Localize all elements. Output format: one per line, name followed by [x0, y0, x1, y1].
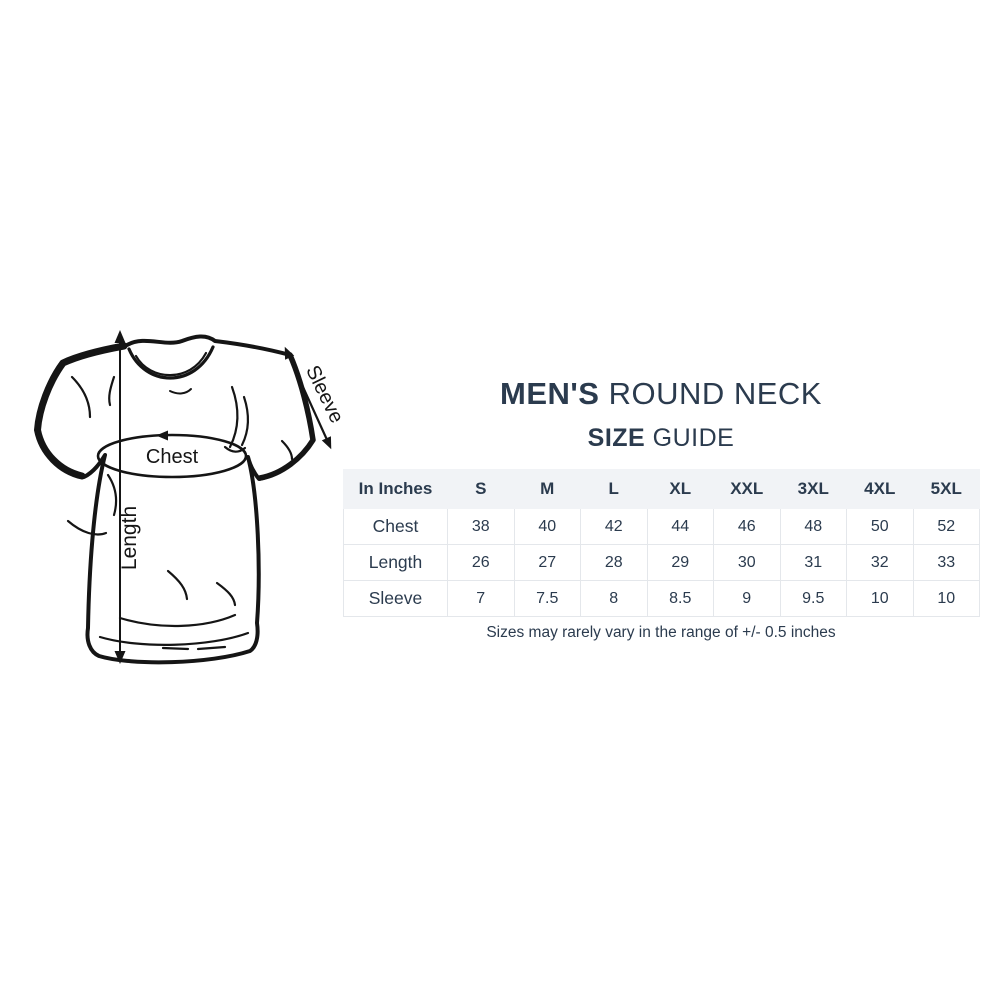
size-value-cell: 33	[912, 544, 980, 581]
size-column-header: 4XL	[846, 469, 914, 509]
table-header-row: In Inches S M L XL XXL 3XL 4XL 5XL	[343, 469, 980, 509]
page-title: MEN'S ROUND NECK	[343, 376, 979, 412]
size-value-cell: 7.5	[513, 580, 581, 617]
chest-ellipse	[96, 430, 248, 479]
tshirt-drawing: Length Chest Sleeve	[34, 330, 348, 665]
size-value-cell: 32	[846, 544, 914, 581]
size-column-header: 3XL	[779, 469, 847, 509]
length-arrow	[114, 330, 126, 664]
size-value-cell: 38	[447, 508, 515, 545]
unit-header-cell: In Inches	[343, 469, 448, 509]
table-row-length: Length 26 27 28 29 30 31 32 33	[343, 544, 980, 581]
size-value-cell: 46	[713, 508, 781, 545]
title-bold-part: MEN'S	[500, 376, 600, 411]
arrowhead-upper	[284, 346, 295, 360]
chest-label: Chest	[146, 446, 199, 468]
size-value-cell: 8	[580, 580, 648, 617]
tshirt-collar	[127, 345, 215, 395]
size-value-cell: 29	[646, 544, 714, 581]
measurement-row-label: Length	[343, 544, 448, 581]
table-row-sleeve: Sleeve 7 7.5 8 8.5 9 9.5 10 10	[343, 580, 980, 617]
size-value-cell: 31	[779, 544, 847, 581]
size-value-cell: 42	[580, 508, 648, 545]
subtitle-regular-part: GUIDE	[652, 424, 735, 452]
size-variance-note: Sizes may rarely vary in the range of +/…	[486, 624, 836, 641]
length-label: Length	[118, 506, 141, 570]
sleeve-arrow	[284, 346, 332, 450]
size-value-cell: 8.5	[646, 580, 714, 617]
table-row-chest: Chest 38 40 42 44 46 48 50 52	[343, 508, 980, 545]
size-value-cell: 48	[779, 508, 847, 545]
size-value-cell: 26	[447, 544, 515, 581]
arrowhead-up	[114, 330, 126, 343]
size-value-cell: 10	[912, 580, 980, 617]
size-value-cell: 9.5	[779, 580, 847, 617]
size-value-cell: 44	[646, 508, 714, 545]
size-value-cell: 27	[513, 544, 581, 581]
subtitle-bold-part: SIZE	[587, 424, 646, 452]
size-value-cell: 7	[447, 580, 515, 617]
size-column-header: XXL	[713, 469, 781, 509]
tshirt-measurement-diagram: Length Chest Sleeve	[20, 325, 350, 675]
size-value-cell: 9	[713, 580, 781, 617]
size-table: In Inches S M L XL XXL 3XL 4XL 5XL Chest…	[343, 469, 980, 617]
page-subtitle: SIZE GUIDE	[343, 424, 979, 453]
size-value-cell: 28	[580, 544, 648, 581]
size-column-header: M	[513, 469, 581, 509]
arrowhead-down	[114, 651, 126, 664]
measurement-row-label: Chest	[343, 508, 448, 545]
size-value-cell: 10	[846, 580, 914, 617]
size-value-cell: 50	[846, 508, 914, 545]
size-value-cell: 40	[513, 508, 581, 545]
size-column-header: 5XL	[912, 469, 980, 509]
size-column-header: S	[447, 469, 515, 509]
size-value-cell: 52	[912, 508, 980, 545]
arrowhead-lower	[321, 436, 332, 450]
size-column-header: L	[580, 469, 648, 509]
measurement-row-label: Sleeve	[343, 580, 448, 617]
size-column-header: XL	[646, 469, 714, 509]
title-regular-part: ROUND NECK	[608, 376, 822, 411]
arrowhead-left	[156, 430, 168, 441]
tshirt-outline	[34, 334, 316, 665]
size-value-cell: 30	[713, 544, 781, 581]
